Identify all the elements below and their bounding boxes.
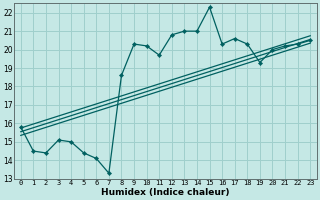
X-axis label: Humidex (Indice chaleur): Humidex (Indice chaleur)	[101, 188, 230, 197]
